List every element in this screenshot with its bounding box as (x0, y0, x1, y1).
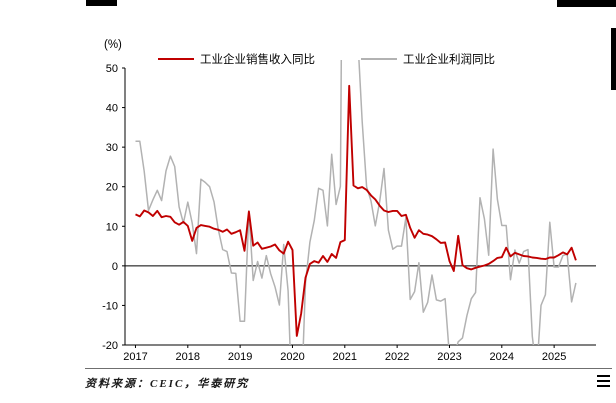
svg-text:2019: 2019 (228, 351, 252, 363)
legend-label-profit: 工业企业利润同比 (403, 54, 495, 66)
legend-label-sales-revenue: 工业企业销售收入同比 (200, 54, 315, 66)
legend-item-profit: 工业企业利润同比 (361, 51, 495, 67)
svg-text:20: 20 (106, 182, 118, 194)
svg-text:2022: 2022 (385, 351, 409, 363)
legend-line-sample-sales-revenue (158, 57, 194, 61)
svg-text:2025: 2025 (542, 351, 566, 363)
svg-text:2018: 2018 (176, 351, 200, 363)
svg-text:-20: -20 (102, 340, 118, 352)
page-crop-fragment-right-edge (611, 28, 616, 90)
svg-text:2023: 2023 (437, 351, 461, 363)
legend-line-sample-profit (361, 57, 397, 61)
svg-text:2024: 2024 (490, 351, 514, 363)
legend-item-sales-revenue: 工业企业销售收入同比 (158, 51, 315, 67)
svg-text:-10: -10 (102, 300, 118, 312)
page-crop-glyph-fragment (597, 375, 610, 389)
source-note: 资料来源：CEIC，华泰研究 (85, 378, 250, 390)
svg-text:2017: 2017 (123, 351, 147, 363)
svg-text:50: 50 (106, 63, 118, 75)
page-crop-fragment-top-right (557, 0, 616, 7)
svg-text:0: 0 (112, 261, 118, 273)
chart-footer: 资料来源：CEIC，华泰研究 (85, 368, 612, 392)
svg-text:2020: 2020 (280, 351, 304, 363)
svg-text:40: 40 (106, 103, 118, 115)
svg-text:30: 30 (106, 142, 118, 154)
svg-text:2021: 2021 (333, 351, 357, 363)
chart-legend: 工业企业销售收入同比 工业企业利润同比 (158, 51, 495, 67)
svg-text:10: 10 (106, 221, 118, 233)
page-crop-fragment-top-left (86, 0, 117, 6)
y-axis-unit-label: (%) (104, 39, 122, 51)
